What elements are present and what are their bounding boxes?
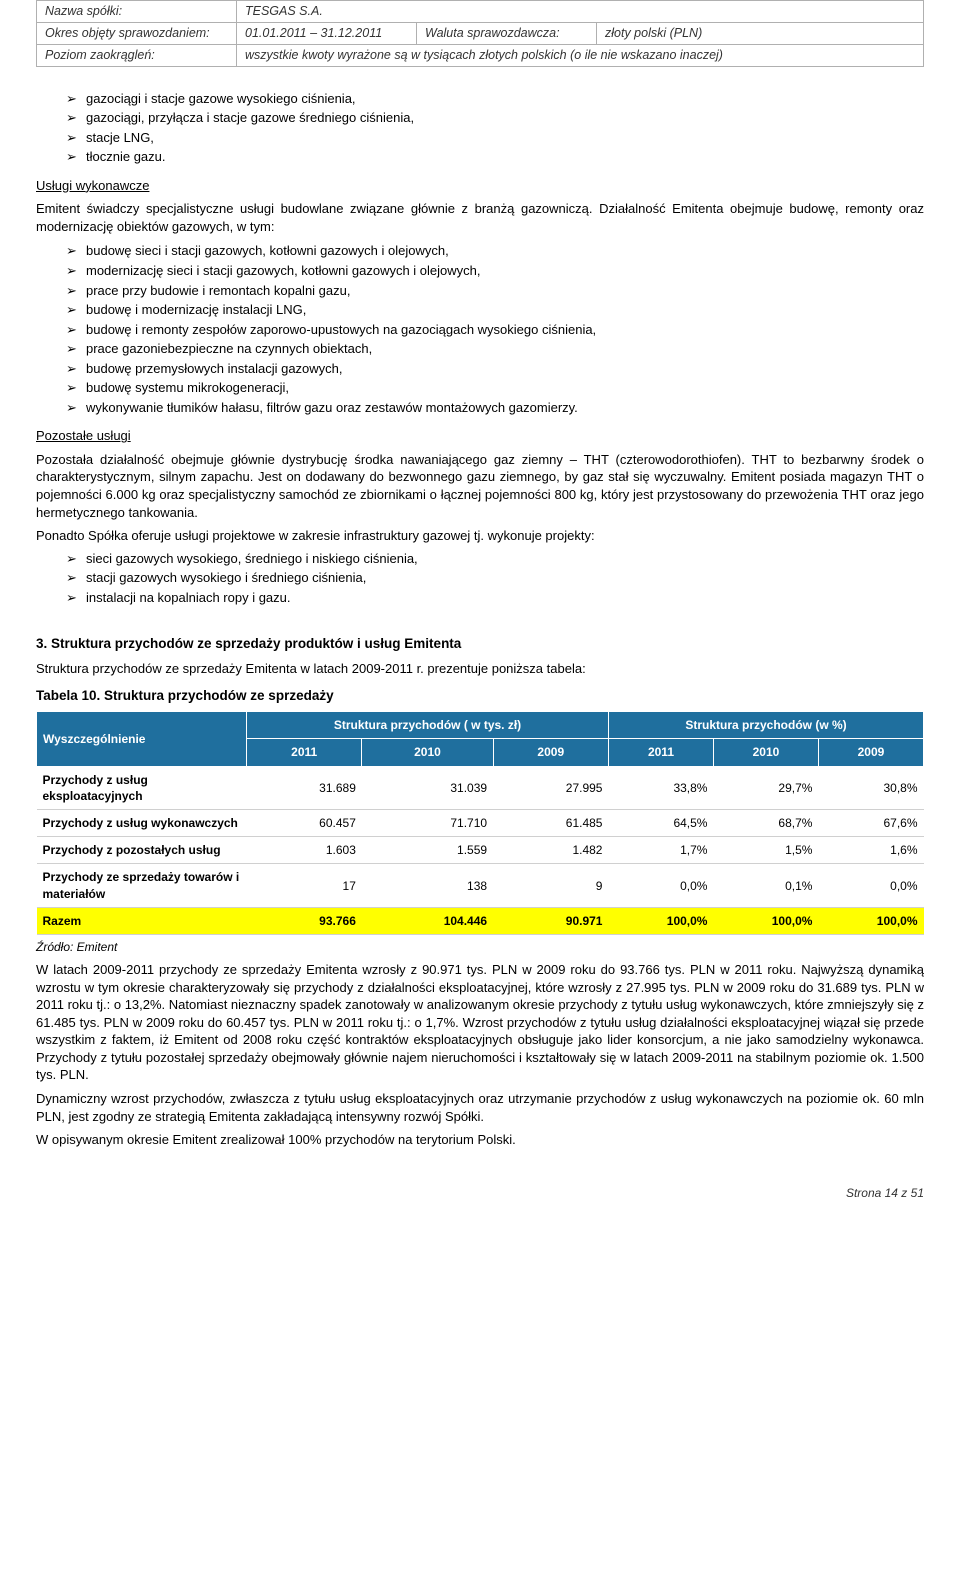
sec1-list: budowę sieci i stacji gazowych, kotłowni… [36, 241, 924, 417]
section-heading-executory: Usługi wykonawcze [36, 177, 924, 195]
cell: 27.995 [493, 766, 608, 809]
header-period-value: 01.01.2011 – 31.12.2011 [237, 22, 417, 44]
row-label: Przychody ze sprzedaży towarów i materia… [37, 864, 247, 907]
cell: 29,7% [713, 766, 818, 809]
row-label: Przychody z usług wykonawczych [37, 810, 247, 837]
cell: 61.485 [493, 810, 608, 837]
cell: 1,6% [818, 837, 923, 864]
table-year: 2011 [608, 739, 713, 766]
cell: 1,5% [713, 837, 818, 864]
cell: 1.482 [493, 837, 608, 864]
intro-list: gazociągi i stacje gazowe wysokiego ciśn… [36, 89, 924, 167]
cell: 0,0% [608, 864, 713, 907]
row-label: Razem [37, 907, 247, 934]
cell: 1.559 [362, 837, 493, 864]
list-item: stacji gazowych wysokiego i średniego ci… [86, 568, 924, 588]
cell: 90.971 [493, 907, 608, 934]
cell: 33,8% [608, 766, 713, 809]
list-item: gazociągi, przyłącza i stacje gazowe śre… [86, 108, 924, 128]
sec2-paragraph-2: Ponadto Spółka oferuje usługi projektowe… [36, 527, 924, 545]
cell: 0,0% [818, 864, 923, 907]
cell: 31.689 [247, 766, 362, 809]
header-period-label: Okres objęty sprawozdaniem: [37, 22, 237, 44]
table-year: 2009 [493, 739, 608, 766]
cell: 100,0% [713, 907, 818, 934]
cell: 60.457 [247, 810, 362, 837]
sec3-paragraph-2: Dynamiczny wzrost przychodów, zwłaszcza … [36, 1090, 924, 1125]
cell: 17 [247, 864, 362, 907]
table-year: 2009 [818, 739, 923, 766]
cell: 9 [493, 864, 608, 907]
cell: 1.603 [247, 837, 362, 864]
section-3-title: 3. Struktura przychodów ze sprzedaży pro… [36, 635, 924, 653]
sec3-paragraph-3: W opisywanym okresie Emitent zrealizował… [36, 1131, 924, 1149]
list-item: budowę sieci i stacji gazowych, kotłowni… [86, 241, 924, 261]
table-year: 2010 [713, 739, 818, 766]
page-footer: Strona 14 z 51 [36, 1185, 924, 1201]
table-header-col1: Wyszczególnienie [37, 712, 247, 766]
sec2-paragraph-1: Pozostała działalność obejmuje głównie d… [36, 451, 924, 521]
cell: 100,0% [608, 907, 713, 934]
header-rounding-value: wszystkie kwoty wyrażone są w tysiącach … [237, 44, 924, 66]
cell: 104.446 [362, 907, 493, 934]
revenue-structure-table: Wyszczególnienie Struktura przychodów ( … [36, 711, 924, 935]
list-item: prace gazoniebezpieczne na czynnych obie… [86, 339, 924, 359]
list-item: budowę i modernizację instalacji LNG, [86, 300, 924, 320]
cell: 1,7% [608, 837, 713, 864]
header-currency-label: Waluta sprawozdawcza: [417, 22, 597, 44]
cell: 67,6% [818, 810, 923, 837]
table-total-row: Razem 93.766 104.446 90.971 100,0% 100,0… [37, 907, 924, 934]
list-item: modernizację sieci i stacji gazowych, ko… [86, 261, 924, 281]
list-item: instalacji na kopalniach ropy i gazu. [86, 588, 924, 608]
cell: 71.710 [362, 810, 493, 837]
sec2-list: sieci gazowych wysokiego, średniego i ni… [36, 549, 924, 608]
list-item: budowę przemysłowych instalacji gazowych… [86, 359, 924, 379]
sec3-paragraph-1: W latach 2009-2011 przychody ze sprzedaż… [36, 961, 924, 1084]
cell: 64,5% [608, 810, 713, 837]
table-source: Źródło: Emitent [36, 939, 924, 955]
table-row: Przychody z usług wykonawczych 60.457 71… [37, 810, 924, 837]
table-title: Tabela 10. Struktura przychodów ze sprze… [36, 687, 924, 705]
list-item: sieci gazowych wysokiego, średniego i ni… [86, 549, 924, 569]
list-item: budowę i remonty zespołów zaporowo-upust… [86, 320, 924, 340]
table-year: 2010 [362, 739, 493, 766]
table-header-group2: Struktura przychodów (w %) [608, 712, 923, 739]
list-item: prace przy budowie i remontach kopalni g… [86, 281, 924, 301]
list-item: gazociągi i stacje gazowe wysokiego ciśn… [86, 89, 924, 109]
list-item: stacje LNG, [86, 128, 924, 148]
header-company-value: TESGAS S.A. [237, 1, 924, 23]
cell: 100,0% [818, 907, 923, 934]
sec1-paragraph: Emitent świadczy specjalistyczne usługi … [36, 200, 924, 235]
table-year: 2011 [247, 739, 362, 766]
table-row: Przychody z pozostałych usług 1.603 1.55… [37, 837, 924, 864]
header-currency-value: złoty polski (PLN) [597, 22, 924, 44]
cell: 93.766 [247, 907, 362, 934]
table-row: Przychody ze sprzedaży towarów i materia… [37, 864, 924, 907]
list-item: tłocznie gazu. [86, 147, 924, 167]
header-company-label: Nazwa spółki: [37, 1, 237, 23]
document-header-table: Nazwa spółki: TESGAS S.A. Okres objęty s… [36, 0, 924, 67]
list-item: wykonywanie tłumików hałasu, filtrów gaz… [86, 398, 924, 418]
sec3-intro: Struktura przychodów ze sprzedaży Emiten… [36, 660, 924, 678]
header-rounding-label: Poziom zaokrągleń: [37, 44, 237, 66]
table-row: Przychody z usług eksploatacyjnych 31.68… [37, 766, 924, 809]
cell: 68,7% [713, 810, 818, 837]
cell: 31.039 [362, 766, 493, 809]
row-label: Przychody z usług eksploatacyjnych [37, 766, 247, 809]
row-label: Przychody z pozostałych usług [37, 837, 247, 864]
cell: 0,1% [713, 864, 818, 907]
table-header-group1: Struktura przychodów ( w tys. zł) [247, 712, 609, 739]
cell: 30,8% [818, 766, 923, 809]
section-heading-other: Pozostałe usługi [36, 427, 924, 445]
cell: 138 [362, 864, 493, 907]
list-item: budowę systemu mikrokogeneracji, [86, 378, 924, 398]
